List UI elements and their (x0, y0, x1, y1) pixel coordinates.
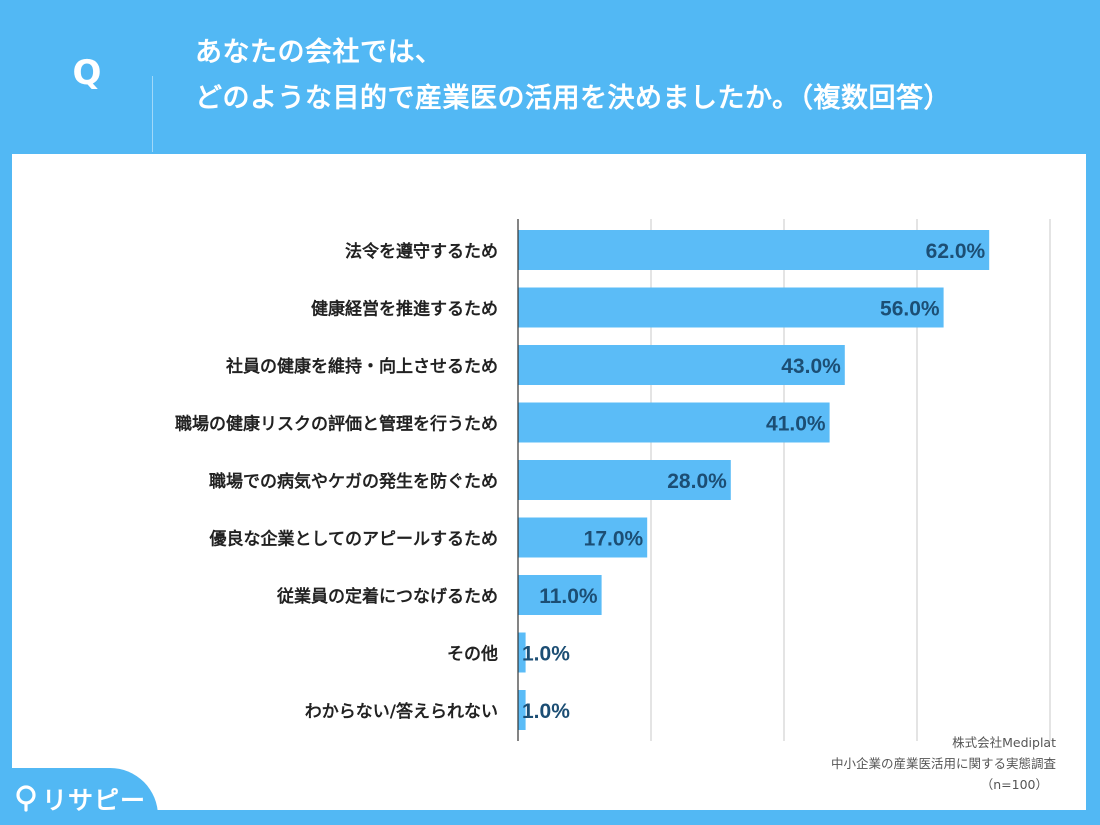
bar (518, 632, 526, 673)
question-line-1: あなたの会社では、 (195, 37, 443, 68)
logo-text: リサピー (42, 786, 147, 815)
category-label: 健康経営を推進するため (311, 299, 498, 320)
header-divider (152, 76, 153, 152)
bar (518, 690, 526, 730)
logo-tab: リサピー (0, 768, 158, 825)
question-line-2: どのような目的で産業医の活用を決めましたか。（複数回答） (195, 83, 951, 114)
bar (518, 575, 602, 615)
chart-panel: 法令を遵守するため 62.0% 健康経営を推進するため 56.0% 社員の健康を維持・向… (12, 154, 1086, 810)
value-label: 62.0% (926, 240, 986, 263)
category-label: 職場の健康リスクの評価と管理を行うため (175, 414, 498, 435)
sample-size: （n=100） (980, 777, 1048, 792)
category-label: 社員の健康を維持・向上させるため (225, 356, 498, 377)
question-text: あなたの会社では、 どのような目的で産業医の活用を決めましたか。（複数回答） (195, 30, 1085, 122)
value-label: 56.0% (880, 298, 940, 321)
value-label: 1.0% (522, 700, 570, 723)
value-label: 28.0% (667, 470, 727, 493)
map-pin-icon (16, 785, 36, 812)
category-label: 優良な企業としてのアピールするため (209, 529, 499, 550)
source-note: 株式会社Mediplat 中小企業の産業医活用に関する実態調査 （n=100） (831, 732, 1056, 795)
bar (518, 402, 830, 443)
q-label: Q (72, 53, 102, 93)
value-label: 17.0% (584, 528, 644, 551)
source-company: 株式会社Mediplat (952, 735, 1056, 750)
category-label: 職場での病気やケガの発生を防ぐため (209, 471, 498, 492)
bar-chart: 法令を遵守するため 62.0% 健康経営を推進するため 56.0% 社員の健康を維持・向… (175, 219, 1051, 741)
category-label: 法令を遵守するため (345, 241, 498, 262)
value-label: 43.0% (781, 355, 841, 378)
bar (518, 517, 648, 558)
bar (518, 230, 990, 270)
bar (518, 345, 845, 385)
value-label: 11.0% (539, 585, 598, 608)
category-label: 従業員の定着につなげるため (276, 586, 498, 607)
category-label: その他 (447, 644, 498, 665)
source-survey: 中小企業の産業医活用に関する実態調査 (830, 756, 1056, 771)
question-header: Q あなたの会社では、 どのような目的で産業医の活用を決めましたか。（複数回答） (0, 0, 1100, 152)
value-label: 41.0% (766, 413, 826, 436)
bar (518, 287, 944, 328)
value-label: 1.0% (522, 643, 570, 666)
category-label: わからない/答えられない (305, 701, 498, 722)
bar (518, 460, 731, 500)
